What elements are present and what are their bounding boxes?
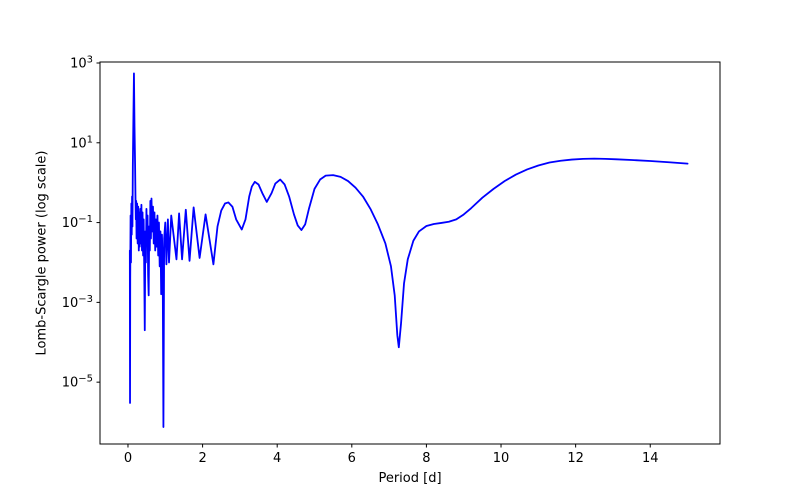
y-tick-label: 10−1	[62, 214, 93, 231]
x-tick-label: 8	[422, 451, 430, 466]
x-tick-label: 2	[198, 451, 206, 466]
y-axis-label: Lomb-Scargle power (log scale)	[34, 150, 50, 356]
x-tick-label: 14	[642, 451, 659, 466]
x-axis-label: Period [d]	[378, 471, 442, 486]
y-tick-label: 10−5	[62, 374, 93, 391]
x-tick-label: 4	[273, 451, 281, 466]
power-curve	[128, 72, 689, 428]
y-tick-label: 101	[70, 134, 93, 151]
y-tick-label: 10−3	[62, 294, 93, 311]
plot-border	[99, 61, 721, 445]
x-tick-label: 6	[348, 451, 356, 466]
x-tick-label: 10	[493, 451, 510, 466]
x-tick-label: 12	[567, 451, 584, 466]
x-tick-label: 0	[124, 451, 132, 466]
y-tick-label: 103	[70, 54, 93, 71]
